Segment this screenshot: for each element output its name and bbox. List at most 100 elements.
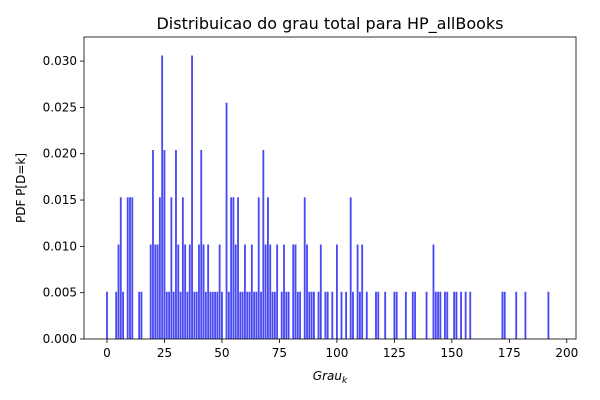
bar [432,244,435,339]
bar [227,291,230,339]
bar [287,291,290,339]
x-axis: 0 25 50 75 100 125 150 175 200 [103,339,578,360]
bar [444,291,446,339]
bar [248,291,251,339]
bar [200,150,203,339]
bar [264,244,267,339]
x-tick-label: 0 [103,346,111,360]
bar [225,102,228,339]
bar [335,244,338,339]
bar [352,291,354,339]
bar [384,291,387,339]
bar [170,197,173,339]
bar [524,291,527,339]
bar [131,197,134,339]
bar [455,291,458,339]
bar [140,291,143,339]
bar [310,291,313,339]
bar [317,291,320,339]
bar [234,244,237,339]
bar [152,150,154,339]
bar [437,291,439,339]
bar [460,291,462,339]
bar [181,197,184,339]
y-tick-label: 0.005 [43,286,77,300]
bar [156,244,159,339]
bar [296,291,299,339]
bar [244,244,246,339]
bar [446,291,449,339]
x-tick-label: 100 [325,346,348,360]
bar [193,291,196,339]
bar [253,291,256,339]
x-tick-label: 75 [272,346,287,360]
bar [207,244,210,339]
bar [319,244,322,339]
bar [149,244,152,339]
bar [294,244,297,339]
bar [198,244,200,339]
bar [349,197,352,339]
bar [453,291,456,339]
bar [241,291,244,339]
bar [239,291,242,339]
bar [358,291,361,339]
y-tick-label: 0.025 [43,100,77,114]
bar [250,244,253,339]
x-axis-label: Grauk [313,369,348,386]
x-tick-label: 150 [440,346,463,360]
bar [375,291,377,339]
bar [138,291,141,339]
x-tick-label: 125 [383,346,406,360]
bar [154,244,157,339]
bar [340,291,343,339]
bar [115,291,118,339]
bar [393,291,396,339]
bar [308,291,311,339]
bar [345,291,348,339]
bar [365,291,368,339]
y-axis-label: PDF P[D=k] [14,153,28,223]
bar [411,291,414,339]
bar [191,55,193,339]
bar [326,291,329,339]
bar [377,291,380,339]
bar [292,244,295,339]
bar [260,291,262,339]
bar [246,291,249,339]
bar [221,291,223,339]
bar [237,197,239,339]
y-tick-label: 0.030 [43,54,77,68]
bar [175,150,177,339]
bar [434,291,437,339]
bar [269,244,272,339]
bar [195,291,198,339]
bar [267,197,269,339]
bar [179,291,182,339]
bar [168,291,170,339]
bar [306,244,308,339]
bar [469,291,472,339]
bar [276,244,279,339]
x-tick-label: 50 [214,346,229,360]
bar [324,291,327,339]
bar [158,197,161,339]
bar [204,291,207,339]
bar [503,291,506,339]
bar [165,291,168,339]
bar [255,291,258,339]
x-tick-label: 175 [498,346,521,360]
bar [361,244,364,339]
bar [312,291,315,339]
bar [129,197,131,339]
bar [119,197,122,339]
bar [280,291,283,339]
bar [331,291,334,339]
bar [184,244,187,339]
bar [299,291,302,339]
bar [515,291,518,339]
bar [271,291,274,339]
bar [216,291,219,339]
